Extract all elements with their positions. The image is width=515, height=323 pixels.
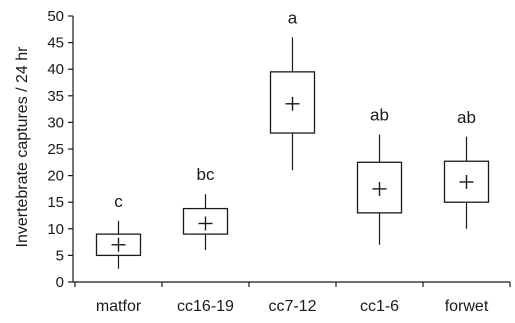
- y-tick-label: 5: [56, 247, 64, 264]
- y-tick-label: 35: [47, 88, 64, 105]
- y-axis-title: Invertebrate captures / 24 hr: [14, 46, 31, 248]
- x-axis: matfor cc16-19 cc7-12 cc1-6 forwet: [73, 281, 511, 315]
- group-letter-label: a: [288, 8, 298, 27]
- x-category-label: matfor: [96, 298, 142, 315]
- y-tick-label: 20: [47, 168, 64, 185]
- y-tick-label: 10: [47, 221, 64, 238]
- box-cc1-6: ab: [356, 106, 403, 245]
- y-tick-label: 40: [47, 61, 64, 78]
- group-letter-label: ab: [457, 108, 476, 127]
- y-tick-label: 0: [56, 274, 64, 291]
- x-category-label: cc7-12: [268, 298, 316, 315]
- x-category-label: forwet: [445, 298, 489, 315]
- box-matfor: c: [95, 192, 142, 269]
- y-tick-label: 45: [47, 35, 64, 52]
- y-tick-label: 25: [47, 141, 64, 158]
- box-forwet: ab: [443, 108, 490, 229]
- y-tick-label: 50: [47, 8, 64, 25]
- x-category-label: cc1-6: [360, 298, 399, 315]
- x-category-label: cc16-19: [177, 298, 234, 315]
- y-tick-label: 30: [47, 114, 64, 131]
- y-axis: 0 5 10 15 20 25 30 35 40 45 50: [47, 8, 74, 291]
- group-letter-label: ab: [370, 106, 389, 125]
- y-tick-label: 15: [47, 194, 64, 211]
- box-cc7-12: a: [269, 8, 316, 171]
- box-series: c bc a ab ab: [95, 8, 490, 269]
- box-cc16-19: bc: [182, 165, 229, 251]
- group-letter-label: c: [114, 192, 123, 211]
- group-letter-label: bc: [197, 165, 215, 184]
